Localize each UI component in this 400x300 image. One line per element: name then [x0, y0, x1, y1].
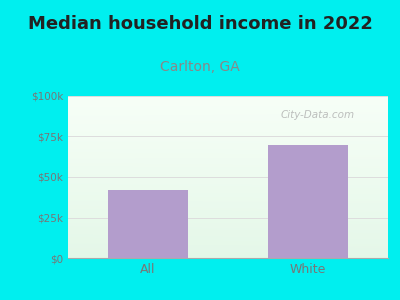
Text: City-Data.com: City-Data.com: [280, 110, 355, 120]
Text: Median household income in 2022: Median household income in 2022: [28, 15, 372, 33]
Bar: [268, 145, 348, 258]
Text: Carlton, GA: Carlton, GA: [160, 60, 240, 74]
Bar: [108, 190, 188, 258]
